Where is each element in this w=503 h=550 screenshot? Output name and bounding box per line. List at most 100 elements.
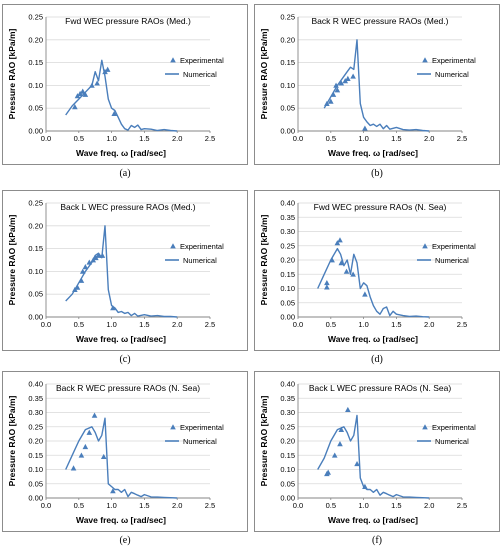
y-tick-label: 0.15 [280,451,295,460]
x-tick-label: 1.0 [106,134,116,143]
x-tick-label: 1.5 [139,320,149,329]
experimental-point [362,125,368,131]
x-axis-label: Wave freq. ω [rad/sec] [76,334,166,344]
experimental-point [110,488,116,494]
experimental-point [330,91,337,97]
legend-label-numerical: Numerical [183,70,217,79]
x-tick-label: 2.0 [172,134,182,143]
experimental-point [334,240,341,246]
x-tick-label: 1.0 [358,501,368,510]
experimental-point [334,87,341,93]
experimental-point [362,483,368,489]
y-tick-label: 0.00 [28,313,43,322]
y-axis-label: Pressure RAO [kPa/m] [259,214,269,305]
legend-marker-experimental [422,424,428,430]
chart-panel: 0.00 0.05 0.10 0.15 0.20 0.25 0.0 0.5 1.0 1.5 2.0 2… [0,0,250,183]
x-tick-label: 1.5 [139,134,149,143]
y-tick-label: 0.00 [28,127,43,136]
chart-svg: 0.00 0.05 0.10 0.15 0.20 0.25 0.0 0.5 1.0 1.5 2.0 2… [2,4,248,165]
y-tick-label: 0.10 [280,465,295,474]
numerical-series-line [323,39,430,132]
y-tick-label: 0.30 [280,227,295,236]
y-tick-label: 0.00 [280,494,295,503]
experimental-point [329,257,335,263]
x-tick-label: 2.0 [424,320,434,329]
legend-marker-experimental [422,243,428,249]
experimental-point [324,284,330,290]
chart-panel: 0.00 0.05 0.10 0.15 0.20 0.25 0.30 0.35 0.40 0.0 0… [252,367,502,550]
panel-caption: (d) [371,354,383,365]
experimental-point [70,465,77,471]
y-tick-label: 0.35 [280,213,295,222]
x-tick-label: 1.5 [391,320,401,329]
experimental-point [89,82,95,88]
x-tick-label: 0.5 [74,501,84,510]
legend-marker-experimental [422,57,428,63]
panel-caption: (a) [119,168,131,179]
chart-title: Back R WEC pressure RAOs (N. Sea) [56,383,200,393]
y-tick-label: 0.15 [28,451,43,460]
x-tick-label: 0.0 [293,320,303,329]
chart-svg: 0.00 0.05 0.10 0.15 0.20 0.25 0.30 0.35 0.40 0.0 0… [2,371,248,532]
y-tick-label: 0.05 [280,104,295,113]
y-tick-label: 0.10 [28,465,43,474]
legend-marker-experimental [170,243,176,249]
x-tick-label: 2.5 [205,134,215,143]
experimental-point [99,252,106,258]
y-tick-label: 0.00 [280,127,295,136]
experimental-point [343,268,350,274]
experimental-point [333,82,339,88]
chart-svg: 0.00 0.05 0.10 0.15 0.20 0.25 0.0 0.5 1.0 1.5 2.0 2… [2,190,248,351]
legend-label-experimental: Experimental [432,56,476,65]
experimental-point [324,280,330,286]
x-tick-label: 2.5 [205,501,215,510]
y-tick-label: 0.25 [280,422,295,431]
x-tick-label: 2.0 [424,134,434,143]
legend-label-numerical: Numerical [435,437,469,446]
experimental-point [86,259,93,265]
y-tick-label: 0.25 [28,13,43,22]
x-tick-label: 2.5 [457,320,467,329]
numerical-series-line [317,247,430,318]
experimental-point [111,110,118,117]
x-tick-label: 0.0 [41,501,51,510]
experimental-point [337,237,343,243]
x-axis-label: Wave freq. ω [rad/sec] [328,334,418,344]
experimental-point [354,461,360,467]
y-axis-label: Pressure RAO [kPa/m] [259,395,269,486]
y-tick-label: 0.15 [280,58,295,67]
panel-caption: (e) [119,535,131,546]
y-axis-label: Pressure RAO [kPa/m] [7,28,17,119]
chart-title: Back L WEC pressure RAOs (Med.) [60,202,195,212]
y-tick-label: 0.25 [280,13,295,22]
experimental-point [338,80,345,86]
y-tick-label: 0.40 [280,380,295,389]
experimental-point [345,75,351,81]
experimental-point [328,98,334,104]
experimental-point [78,452,85,458]
x-tick-label: 0.0 [293,134,303,143]
x-tick-label: 0.0 [41,134,51,143]
y-axis-label: Pressure RAO [kPa/m] [7,395,17,486]
legend-label-numerical: Numerical [183,437,217,446]
numerical-series-line [65,417,178,499]
x-tick-label: 1.0 [106,320,116,329]
experimental-point [325,469,331,475]
experimental-point [362,291,368,297]
chart-svg: 0.00 0.05 0.10 0.15 0.20 0.25 0.30 0.35 0.40 0.0 0… [254,190,500,351]
x-tick-label: 2.0 [172,320,182,329]
y-tick-label: 0.00 [280,313,295,322]
chart-panel: 0.00 0.05 0.10 0.15 0.20 0.25 0.30 0.35 0.40 0.0 0… [0,367,250,550]
legend-label-experimental: Experimental [432,423,476,432]
experimental-point [345,406,351,413]
chart-title: Fwd WEC pressure RAOs (N. Sea) [314,202,447,212]
experimental-point [79,88,86,94]
x-axis-label: Wave freq. ω [rad/sec] [328,148,418,158]
x-tick-label: 1.5 [391,501,401,510]
chart-panel: 0.00 0.05 0.10 0.15 0.20 0.25 0.0 0.5 1.0 1.5 2.0 2… [252,0,502,183]
x-tick-label: 0.5 [326,501,336,510]
chart-svg: 0.00 0.05 0.10 0.15 0.20 0.25 0.30 0.35 0.40 0.0 0… [254,371,500,532]
x-tick-label: 0.5 [74,320,84,329]
x-tick-label: 0.5 [74,134,84,143]
y-tick-label: 0.15 [28,244,43,253]
